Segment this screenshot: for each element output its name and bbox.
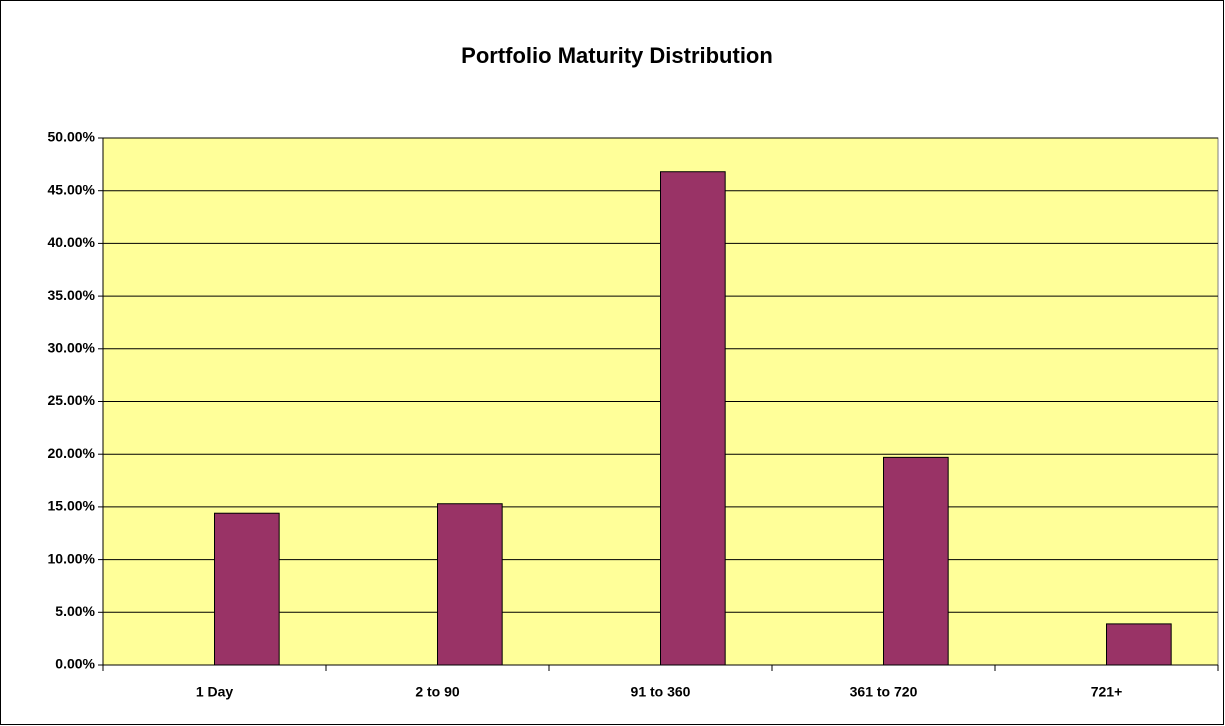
x-tick-label: 721+: [1091, 684, 1123, 700]
y-tick-label: 15.00%: [48, 498, 96, 514]
bar: [660, 171, 726, 666]
x-tick-label: 91 to 360: [631, 684, 691, 700]
x-tick-label: 361 to 720: [850, 684, 918, 700]
x-tick-label: 2 to 90: [415, 684, 460, 700]
y-tick-label: 30.00%: [48, 340, 96, 356]
chart-title: Portfolio Maturity Distribution: [461, 43, 773, 68]
y-tick-label: 10.00%: [48, 550, 96, 566]
y-tick-label: 40.00%: [48, 234, 96, 250]
y-tick-label: 5.00%: [55, 603, 95, 619]
bar: [883, 456, 949, 666]
x-tick-label: 1 Day: [196, 684, 234, 700]
y-tick-label: 0.00%: [55, 656, 95, 672]
bar: [437, 503, 503, 666]
y-tick-label: 25.00%: [48, 392, 96, 408]
y-tick-label: 20.00%: [48, 445, 96, 461]
bar: [214, 512, 280, 666]
bar: [1106, 623, 1172, 666]
y-tick-label: 45.00%: [48, 181, 96, 197]
y-tick-label: 35.00%: [48, 287, 96, 303]
y-tick-label: 50.00%: [48, 129, 96, 145]
